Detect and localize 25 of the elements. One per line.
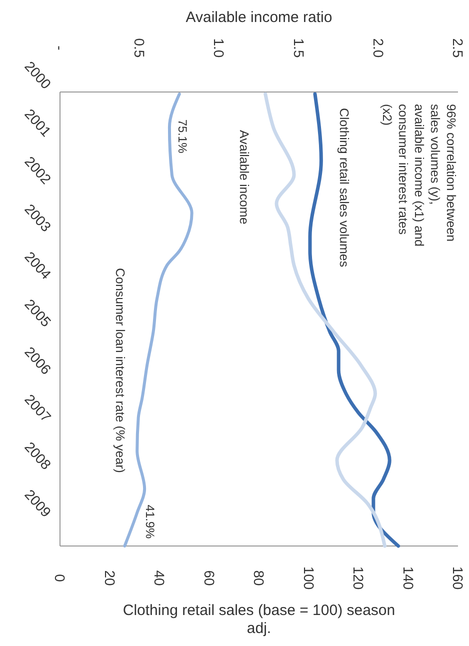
x2-tick-label: - — [52, 46, 68, 51]
text: Available income — [237, 130, 251, 224]
x-tick-label: 140 — [400, 566, 416, 590]
annotation: 96% correlation between sales volumes (y), available income (x1) and consumer interest rates (x2) — [380, 104, 458, 246]
x2-tick-label: 1.0 — [211, 38, 228, 58]
x-tick-label: 160 — [450, 566, 466, 590]
annotation: 75.1% — [175, 119, 190, 154]
x2-tick-label: 0.5 — [132, 38, 148, 58]
x-tick-label: 100 — [300, 566, 317, 590]
x-tick-label: 40 — [152, 570, 168, 586]
x-tick-label: 80 — [251, 570, 267, 586]
x2-tick-label: 2.0 — [370, 38, 386, 58]
line-series — [123, 92, 194, 548]
text: Consumer loan interest rate (% year) — [113, 268, 127, 473]
x2-axis-title: Available income ratio — [186, 9, 332, 26]
line-series — [308, 92, 400, 548]
x-tick-label: 0 — [52, 574, 68, 582]
x-tick-label: 60 — [201, 570, 218, 586]
text: Clothing retail sales volumes — [337, 108, 351, 268]
x-axis-title: Clothing retail sales (base = 100) season adj. — [122, 602, 396, 637]
x2-tick-label: 2.5 — [450, 38, 466, 58]
x-tick-label: 120 — [350, 566, 366, 590]
x-tick-label: 20 — [102, 570, 118, 586]
x2-tick-label: 1.5 — [290, 38, 307, 58]
annotation: 41.9% — [143, 504, 158, 540]
